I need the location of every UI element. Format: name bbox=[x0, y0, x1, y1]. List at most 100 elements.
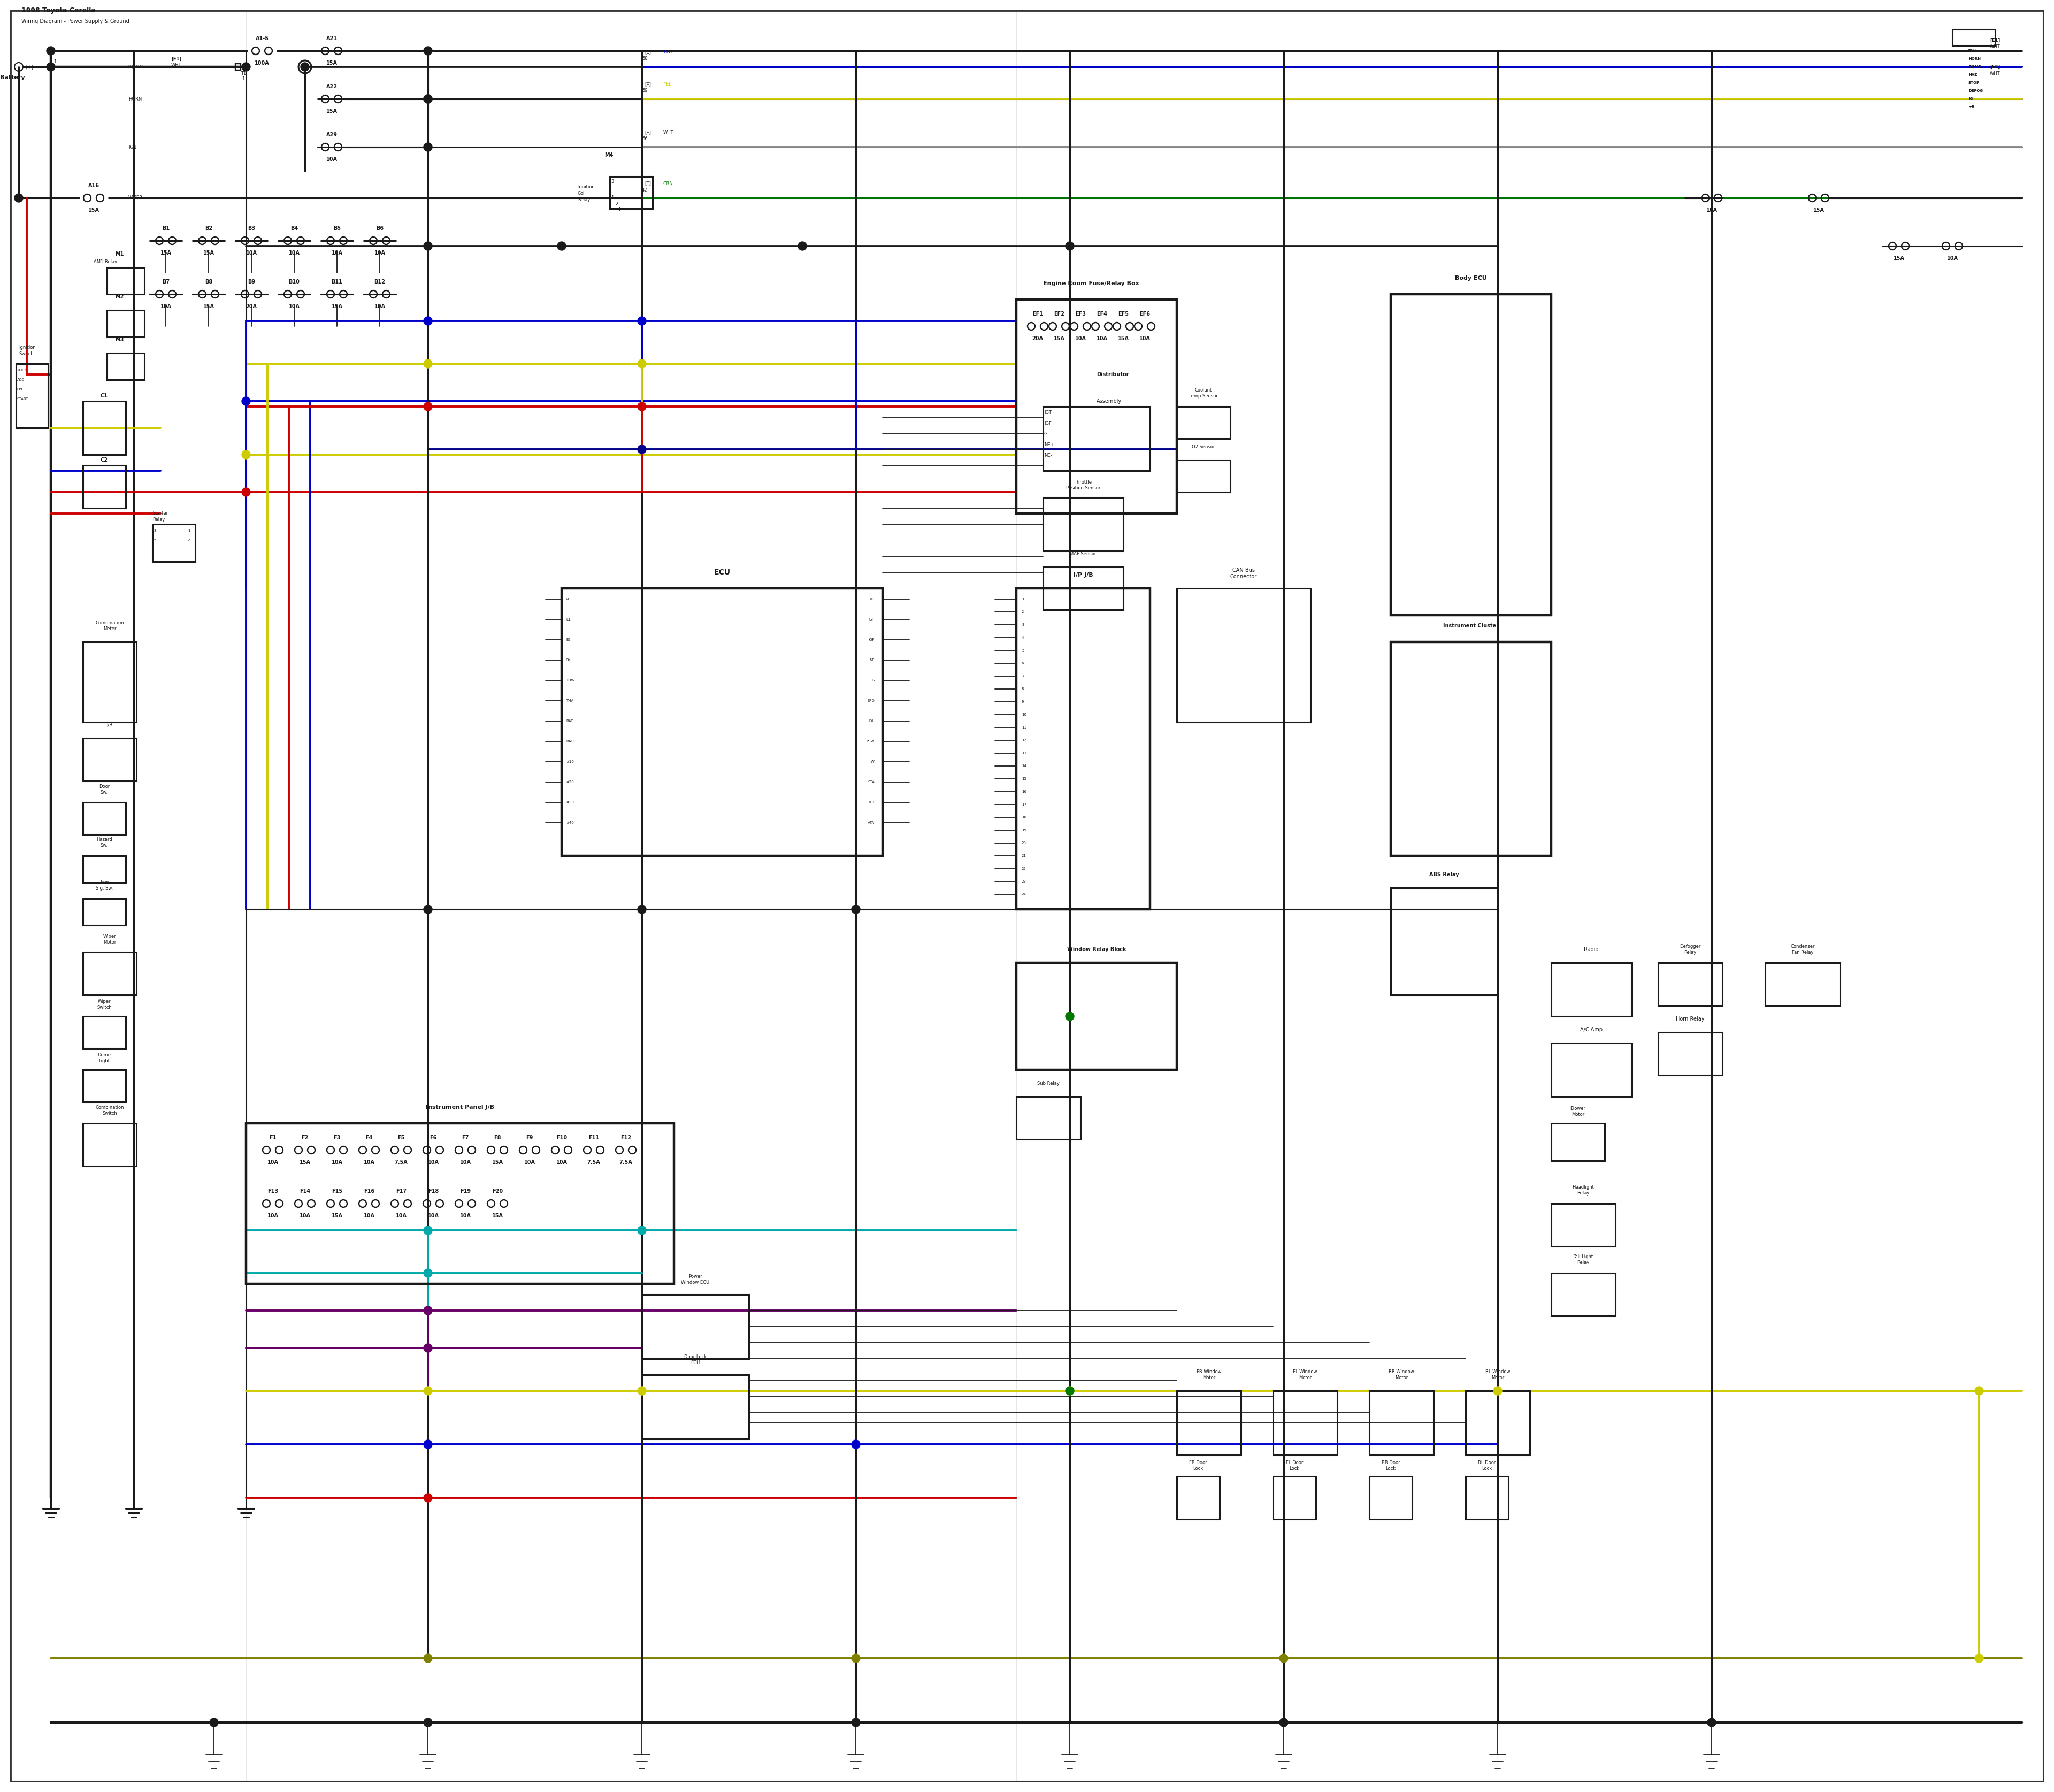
Text: Relay: Relay bbox=[577, 197, 589, 202]
Text: EF5: EF5 bbox=[1117, 312, 1128, 317]
Text: Dome
Light: Dome Light bbox=[99, 1054, 111, 1063]
Circle shape bbox=[302, 65, 306, 70]
Text: A/C Amp: A/C Amp bbox=[1580, 1027, 1602, 1032]
Text: FR Door
Lock: FR Door Lock bbox=[1189, 1460, 1208, 1471]
Text: 1998 Toyota Corolla: 1998 Toyota Corolla bbox=[21, 7, 97, 14]
Text: 7.5A: 7.5A bbox=[587, 1159, 600, 1165]
Bar bbox=[1017, 588, 1150, 909]
Text: Battery: Battery bbox=[0, 75, 25, 81]
Text: #30: #30 bbox=[567, 801, 573, 805]
Text: Combination
Switch: Combination Switch bbox=[94, 1106, 123, 1116]
Circle shape bbox=[423, 242, 431, 251]
Text: 4: 4 bbox=[618, 208, 620, 211]
Text: THW: THW bbox=[567, 679, 575, 683]
Circle shape bbox=[423, 401, 431, 410]
Text: 10A: 10A bbox=[1140, 335, 1150, 340]
Bar bbox=[1043, 407, 1150, 471]
Bar bbox=[16, 364, 47, 428]
Bar bbox=[1467, 1477, 1508, 1520]
Bar bbox=[1177, 407, 1230, 439]
Text: 20A: 20A bbox=[246, 305, 257, 310]
Text: 66: 66 bbox=[641, 136, 647, 142]
Text: (+): (+) bbox=[25, 65, 33, 70]
Text: 20: 20 bbox=[1021, 842, 1027, 844]
Text: RR Door
Lock: RR Door Lock bbox=[1382, 1460, 1401, 1471]
Circle shape bbox=[423, 1493, 431, 1502]
Text: WIPER: WIPER bbox=[127, 195, 144, 201]
Text: 3: 3 bbox=[610, 179, 614, 185]
Text: IGT: IGT bbox=[1043, 410, 1052, 416]
Text: 1: 1 bbox=[1021, 597, 1025, 600]
Text: Instrument Cluster: Instrument Cluster bbox=[1444, 624, 1499, 629]
Bar bbox=[107, 267, 144, 294]
Text: 14: 14 bbox=[1021, 765, 1027, 767]
Circle shape bbox=[423, 1269, 431, 1278]
Text: 10A: 10A bbox=[300, 1213, 310, 1219]
Text: 15A: 15A bbox=[1814, 208, 1824, 213]
Bar bbox=[1551, 1272, 1614, 1315]
Text: B1: B1 bbox=[162, 226, 170, 231]
Text: 12: 12 bbox=[1021, 738, 1027, 742]
Text: 10A: 10A bbox=[374, 251, 386, 256]
Text: 21: 21 bbox=[1021, 855, 1027, 858]
Text: 15A: 15A bbox=[1117, 335, 1130, 340]
Text: 15A: 15A bbox=[491, 1159, 503, 1165]
Text: F17: F17 bbox=[396, 1188, 407, 1193]
Text: F4: F4 bbox=[366, 1134, 372, 1140]
Text: Headlight
Relay: Headlight Relay bbox=[1573, 1185, 1594, 1195]
Text: WHT: WHT bbox=[170, 63, 181, 68]
Text: M3: M3 bbox=[115, 337, 123, 342]
Text: RL Window
Motor: RL Window Motor bbox=[1485, 1369, 1510, 1380]
Text: 10A: 10A bbox=[364, 1213, 374, 1219]
Text: VF: VF bbox=[567, 597, 571, 600]
Text: 2: 2 bbox=[614, 202, 618, 206]
Text: 15A: 15A bbox=[1054, 335, 1064, 340]
Circle shape bbox=[423, 1387, 431, 1396]
Text: 10A: 10A bbox=[374, 305, 386, 310]
Text: 10A: 10A bbox=[246, 251, 257, 256]
Bar bbox=[82, 1016, 125, 1048]
Bar bbox=[82, 642, 136, 722]
Text: M2: M2 bbox=[115, 294, 123, 299]
Bar bbox=[1658, 962, 1723, 1005]
Text: EF6: EF6 bbox=[1140, 312, 1150, 317]
Text: VTA: VTA bbox=[867, 821, 875, 824]
Circle shape bbox=[423, 95, 431, 104]
Text: 15A: 15A bbox=[88, 208, 99, 213]
Text: F10: F10 bbox=[557, 1134, 567, 1140]
Text: [E2]: [E2] bbox=[1990, 65, 2001, 70]
Bar bbox=[1043, 498, 1124, 550]
Circle shape bbox=[423, 47, 431, 56]
Bar bbox=[82, 1124, 136, 1167]
Text: 7.5A: 7.5A bbox=[618, 1159, 633, 1165]
Text: F13: F13 bbox=[267, 1188, 277, 1193]
Text: F20: F20 bbox=[493, 1188, 503, 1193]
Text: ABS Relay: ABS Relay bbox=[1430, 873, 1458, 878]
Circle shape bbox=[1974, 1387, 1984, 1396]
Bar bbox=[641, 1294, 750, 1358]
Text: 17: 17 bbox=[1021, 803, 1027, 806]
Text: 58: 58 bbox=[641, 56, 647, 61]
Text: DOME: DOME bbox=[1968, 65, 1980, 68]
Text: MAF Sensor: MAF Sensor bbox=[1070, 552, 1097, 556]
Text: 18: 18 bbox=[1021, 815, 1027, 819]
Bar bbox=[1551, 1124, 1604, 1161]
Text: Wiring Diagram - Power Supply & Ground: Wiring Diagram - Power Supply & Ground bbox=[21, 18, 129, 23]
Text: Throttle
Position Sensor: Throttle Position Sensor bbox=[1066, 480, 1101, 491]
Text: Sub Relay: Sub Relay bbox=[1037, 1081, 1060, 1086]
Bar bbox=[82, 952, 136, 995]
Text: FL Window
Motor: FL Window Motor bbox=[1294, 1369, 1317, 1380]
Text: VC: VC bbox=[869, 597, 875, 600]
Text: B10: B10 bbox=[290, 280, 300, 285]
Bar bbox=[1370, 1391, 1434, 1455]
Circle shape bbox=[852, 1441, 861, 1448]
Text: CAN Bus
Connector: CAN Bus Connector bbox=[1230, 568, 1257, 579]
Circle shape bbox=[47, 47, 55, 56]
Text: 23: 23 bbox=[1021, 880, 1027, 883]
Bar bbox=[1391, 294, 1551, 615]
Text: EF1: EF1 bbox=[1033, 312, 1043, 317]
Text: IGF: IGF bbox=[869, 638, 875, 642]
Text: 10A: 10A bbox=[364, 1159, 374, 1165]
Text: WHT: WHT bbox=[663, 131, 674, 134]
Text: 5: 5 bbox=[1021, 649, 1025, 652]
